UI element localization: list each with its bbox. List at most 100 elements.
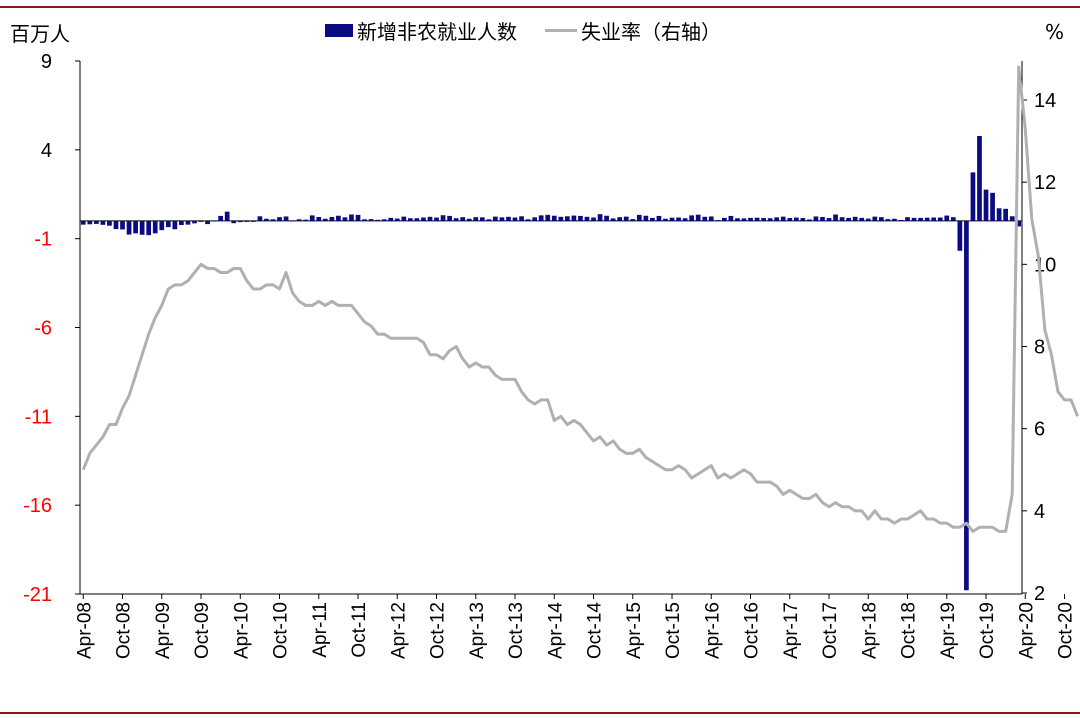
bar <box>231 220 237 224</box>
bar <box>283 216 289 221</box>
bar <box>754 217 760 221</box>
bar <box>538 215 544 221</box>
left-tick-label: -16 <box>23 495 52 517</box>
x-tick-label: Oct-12 <box>428 602 449 659</box>
x-tick-label: Apr-19 <box>938 602 959 659</box>
x-tick-label: Apr-18 <box>859 602 880 659</box>
bar <box>512 217 518 221</box>
bar <box>277 217 282 221</box>
bar <box>159 220 165 231</box>
x-tick-label: Apr-09 <box>153 602 174 659</box>
bar <box>748 217 753 221</box>
bar <box>355 214 361 221</box>
bar <box>447 215 452 221</box>
x-tick-label: Oct-17 <box>820 602 841 659</box>
bar <box>571 215 577 221</box>
bottom-rule <box>0 712 1080 714</box>
bar <box>617 217 623 221</box>
right-tick-label: 4 <box>1034 501 1045 523</box>
bar <box>787 218 793 221</box>
bar <box>362 219 367 221</box>
x-tick-label: Apr-14 <box>545 602 566 659</box>
left-axis-unit: 百万人 <box>10 22 70 46</box>
bar <box>368 219 374 221</box>
bar <box>774 217 780 221</box>
bar <box>152 220 158 234</box>
bar <box>421 217 426 221</box>
top-rule <box>0 6 1080 8</box>
bar <box>407 218 413 221</box>
right-axis-unit: % <box>1045 20 1065 44</box>
x-tick-label: Apr-15 <box>624 602 645 659</box>
bar <box>342 217 348 221</box>
bar <box>826 218 832 221</box>
bar <box>499 217 505 221</box>
x-tick-label: Apr-13 <box>467 602 488 659</box>
legend-label-line: 失业率（右轴） <box>581 19 721 44</box>
bar <box>682 218 688 221</box>
bar <box>1009 216 1015 221</box>
bar <box>244 220 250 222</box>
bar <box>322 218 328 221</box>
right-tick-label: 14 <box>1034 90 1056 112</box>
bar <box>250 220 256 222</box>
bar <box>663 218 668 221</box>
bar <box>656 215 662 221</box>
bar <box>839 217 845 221</box>
bar <box>630 219 636 221</box>
bar <box>846 217 852 221</box>
bar <box>996 208 1002 221</box>
bar <box>165 220 171 228</box>
bar <box>702 216 708 221</box>
bar <box>394 218 400 221</box>
bar <box>107 220 112 226</box>
bar <box>859 217 865 221</box>
bar <box>715 220 721 222</box>
bar <box>218 215 224 221</box>
bar <box>767 218 773 221</box>
bar <box>990 192 995 221</box>
bar <box>878 217 884 221</box>
bar <box>453 218 459 221</box>
bar <box>519 216 524 221</box>
bar <box>793 217 799 221</box>
bar <box>525 219 531 221</box>
bar <box>120 220 125 230</box>
bar <box>721 217 727 221</box>
bar <box>833 214 838 221</box>
bar <box>689 215 695 221</box>
x-tick-label: Oct-13 <box>506 602 527 659</box>
bar <box>87 220 93 225</box>
bar <box>185 220 191 225</box>
bar <box>316 216 322 221</box>
bar <box>493 216 498 221</box>
right-tick-label: 12 <box>1034 172 1056 194</box>
bar <box>466 218 472 221</box>
bar <box>264 218 269 221</box>
x-tick-label: Apr-08 <box>74 602 95 659</box>
bar <box>93 220 99 224</box>
x-tick-label: Oct-16 <box>742 602 763 659</box>
bar <box>133 220 138 234</box>
left-tick-label: -1 <box>34 229 52 251</box>
bar <box>198 220 204 222</box>
bar <box>270 219 276 221</box>
legend: 新增非农就业人数 失业率（右轴） <box>325 16 721 44</box>
x-tick-label: Oct-11 <box>349 602 370 658</box>
bar <box>80 220 86 225</box>
bar <box>1016 220 1022 227</box>
bar <box>237 220 243 223</box>
bar <box>852 216 858 221</box>
bar <box>172 220 178 230</box>
left-tick-label: 9 <box>41 51 52 73</box>
bar <box>937 217 943 221</box>
x-tick-label: Apr-20 <box>1016 602 1037 659</box>
bar <box>460 217 466 221</box>
bar <box>257 216 263 221</box>
x-tick-label: Oct-08 <box>114 602 135 659</box>
bar <box>564 216 570 221</box>
bar <box>205 220 210 225</box>
bar <box>139 220 145 235</box>
bar <box>610 218 616 221</box>
